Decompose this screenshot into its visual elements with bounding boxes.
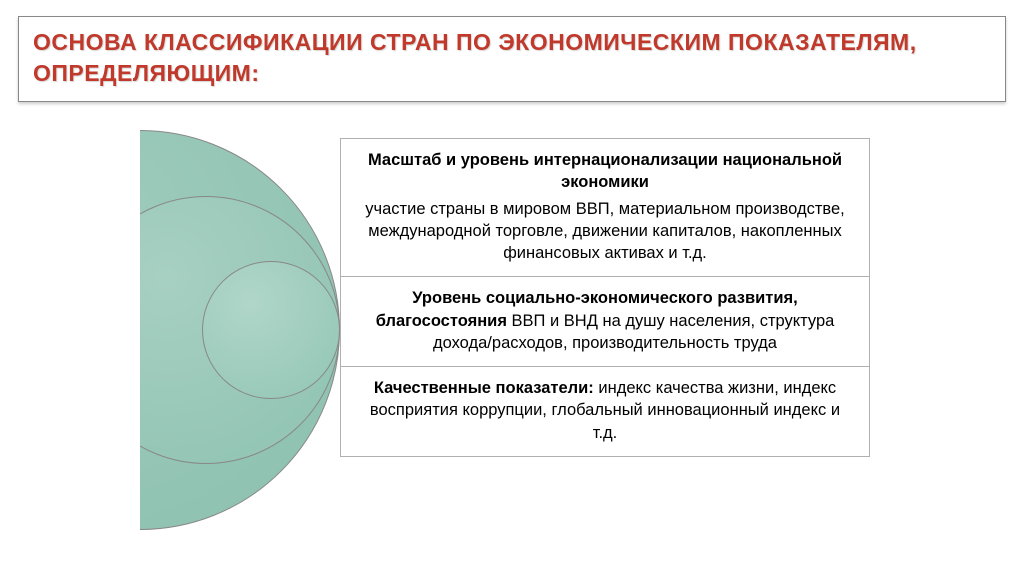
box-body: участие страны в мировом ВВП, материальн… — [357, 198, 853, 265]
page-title: ОСНОВА КЛАССИФИКАЦИИ СТРАН ПО ЭКОНОМИЧЕС… — [33, 27, 991, 89]
onion-diagram: Масштаб и уровень интернационализации на… — [140, 130, 880, 540]
box-title: Масштаб и уровень интернационализации на… — [357, 149, 853, 194]
box-quality-indicators: Качественные показатели: индекс качества… — [340, 367, 870, 457]
box-scale-internationalization: Масштаб и уровень интернационализации на… — [340, 138, 870, 277]
title-frame: ОСНОВА КЛАССИФИКАЦИИ СТРАН ПО ЭКОНОМИЧЕС… — [18, 16, 1006, 102]
box-body: Качественные показатели: индекс качества… — [357, 377, 853, 444]
info-boxes: Масштаб и уровень интернационализации на… — [340, 138, 870, 457]
box-socioeconomic-level: Уровень социально-экономического развити… — [340, 277, 870, 367]
box-body: Уровень социально-экономического развити… — [357, 287, 853, 354]
arc-inner — [202, 261, 340, 399]
